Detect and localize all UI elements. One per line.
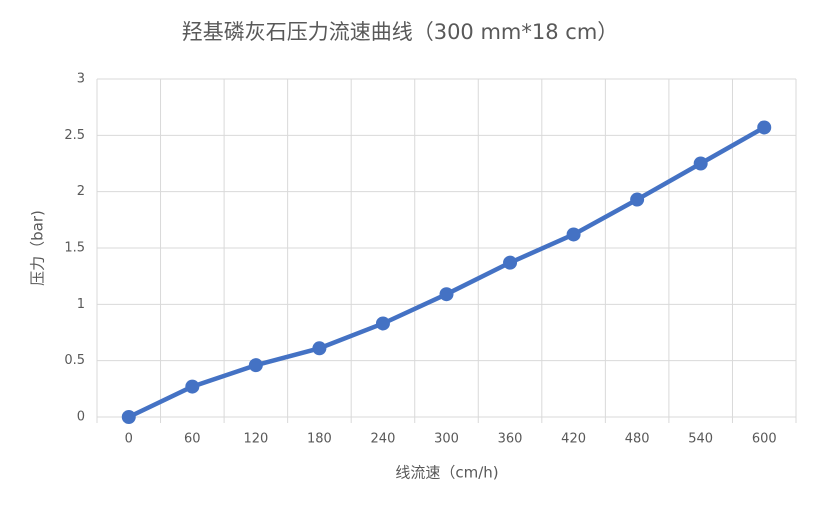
data-point <box>693 156 708 171</box>
data-point <box>630 192 645 207</box>
chart-title: 羟基磷灰石压力流速曲线（300 mm*18 cm） <box>182 20 619 44</box>
x-tick-label: 180 <box>307 432 332 447</box>
data-point <box>248 358 263 373</box>
x-tick-label: 0 <box>125 432 133 447</box>
data-point <box>439 287 454 302</box>
x-tick-label: 240 <box>371 432 396 447</box>
y-axis-title: 压力（bar) <box>29 210 47 286</box>
x-tick-label: 60 <box>184 432 201 447</box>
data-point <box>375 316 390 331</box>
data-point <box>503 255 518 270</box>
y-tick-label: 2 <box>77 184 85 199</box>
x-tick-label: 360 <box>498 432 523 447</box>
y-tick-label: 1 <box>77 297 85 312</box>
y-tick-label: 0 <box>77 410 85 425</box>
data-point <box>185 379 200 394</box>
x-axis-title: 线流速（cm/h) <box>395 464 498 482</box>
y-tick-label: 2.5 <box>64 128 85 143</box>
x-tick-label: 300 <box>434 432 459 447</box>
x-tick-label: 420 <box>561 432 586 447</box>
x-tick-label: 600 <box>752 432 777 447</box>
x-tick-label: 480 <box>625 432 650 447</box>
data-point <box>757 120 772 135</box>
data-point <box>312 341 327 356</box>
y-tick-label: 1.5 <box>64 241 85 256</box>
y-tick-label: 0.5 <box>64 353 85 368</box>
x-tick-label: 120 <box>243 432 268 447</box>
data-point <box>121 410 136 424</box>
y-tick-label: 3 <box>77 72 85 87</box>
x-tick-label: 540 <box>688 432 713 447</box>
data-point <box>566 227 581 242</box>
